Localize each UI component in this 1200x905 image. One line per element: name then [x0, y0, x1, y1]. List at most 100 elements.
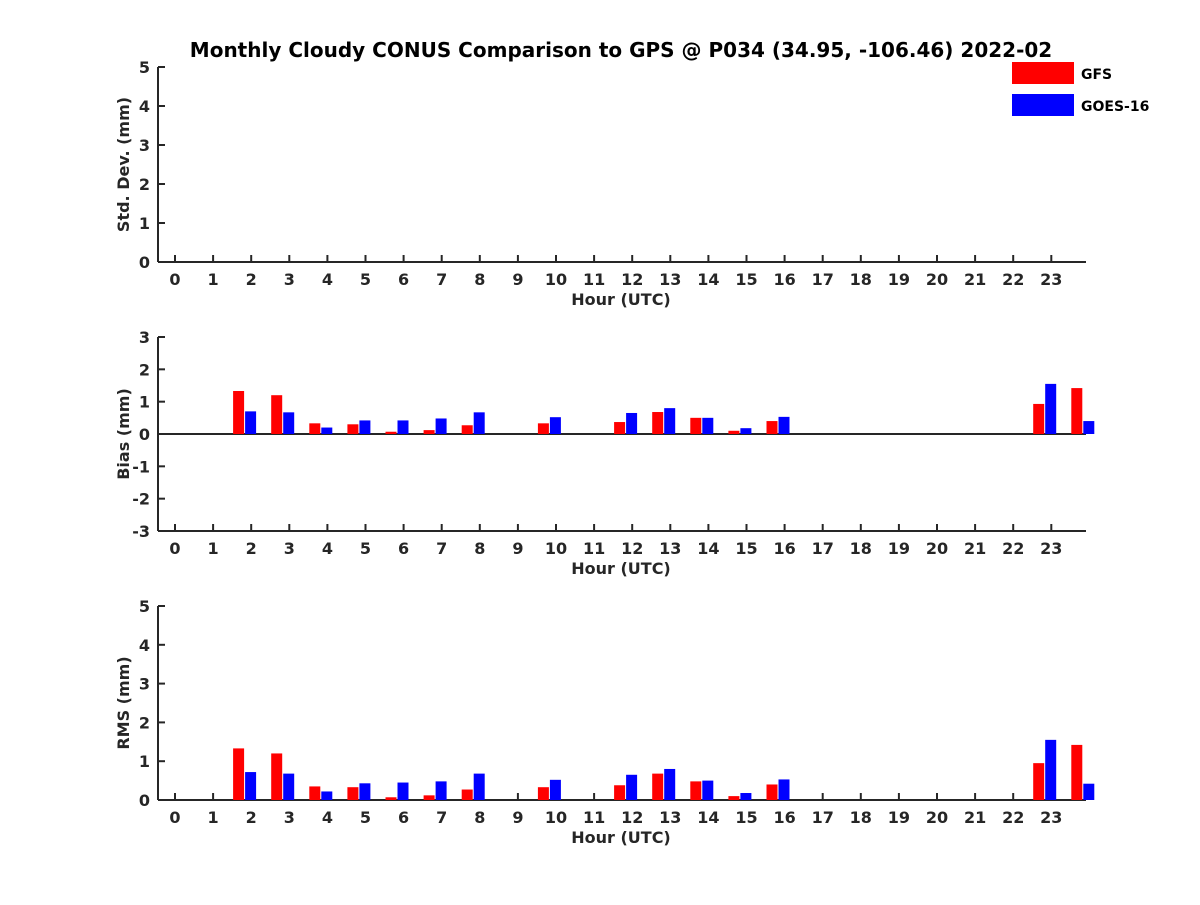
rms-y-tick-label: 4 — [139, 636, 150, 655]
std-dev-x-tick-label: 14 — [697, 270, 719, 289]
legend-swatch-goes16 — [1012, 94, 1074, 116]
bias-x-tick-label: 14 — [697, 539, 719, 558]
bias-x-tick-label: 7 — [436, 539, 447, 558]
bias-x-tick-label: 8 — [474, 539, 485, 558]
rms-x-tick-label: 17 — [812, 808, 834, 827]
rms-x-tick-label: 8 — [474, 808, 485, 827]
bias-y-tick-label: 3 — [139, 328, 150, 347]
rms-x-tick-label: 15 — [735, 808, 757, 827]
std-dev-x-tick-label: 9 — [512, 270, 523, 289]
rms-bar-goes16 — [473, 773, 485, 800]
std-dev-y-tick-label: 4 — [139, 97, 150, 116]
rms-bar-goes16 — [1045, 739, 1057, 800]
bias-x-tick-label: 0 — [169, 539, 180, 558]
legend: GFS GOES-16 — [1012, 62, 1149, 116]
rms-x-tick-label: 2 — [246, 808, 257, 827]
rms-y-tick-label: 2 — [139, 713, 150, 732]
bias-bar-goes16 — [1045, 383, 1057, 434]
std-dev-y-tick-label: 3 — [139, 136, 150, 155]
rms-bar-gfs — [309, 786, 321, 800]
rms-x-tick-label: 21 — [964, 808, 986, 827]
rms-y-tick-label: 3 — [139, 675, 150, 694]
bias-bar-gfs — [652, 412, 664, 434]
std-dev-x-tick-label: 12 — [621, 270, 643, 289]
std-dev-x-tick-label: 19 — [888, 270, 910, 289]
bias-bar-goes16 — [549, 417, 561, 434]
std-dev-x-tick-label: 1 — [208, 270, 219, 289]
bias-x-tick-label: 19 — [888, 539, 910, 558]
bias-bar-gfs — [423, 430, 435, 434]
bias-x-tick-label: 16 — [773, 539, 795, 558]
std-dev-x-tick-label: 17 — [812, 270, 834, 289]
bias-bar-goes16 — [626, 412, 638, 434]
std-dev-x-label: Hour (UTC) — [571, 290, 671, 309]
rms-bar-gfs — [461, 789, 473, 800]
rms-x-tick-label: 10 — [545, 808, 567, 827]
rms-x-tick-label: 1 — [208, 808, 219, 827]
bias-bar-gfs — [309, 423, 321, 434]
std-dev-x-tick-label: 18 — [850, 270, 872, 289]
rms-bar-goes16 — [549, 779, 561, 800]
bias-bar-goes16 — [397, 420, 409, 434]
legend-label-goes16: GOES-16 — [1081, 99, 1149, 115]
rms-x-tick-label: 22 — [1002, 808, 1024, 827]
bias-x-tick-label: 4 — [322, 539, 333, 558]
std-dev-x-tick-label: 20 — [926, 270, 948, 289]
bias-bar-gfs — [1033, 403, 1045, 434]
std-dev-x-tick-label: 4 — [322, 270, 333, 289]
rms-bar-gfs — [385, 797, 397, 800]
bias-bar-goes16 — [435, 418, 447, 434]
rms-bar-goes16 — [626, 774, 638, 800]
std-dev-x-tick-label: 23 — [1040, 270, 1062, 289]
bias-x-tick-label: 9 — [512, 539, 523, 558]
std-dev-x-tick-label: 10 — [545, 270, 567, 289]
bias-bar-gfs — [1071, 388, 1083, 434]
bias-bar-goes16 — [702, 417, 714, 434]
rms-y-tick-label: 1 — [139, 752, 150, 771]
std-dev-x-tick-label: 15 — [735, 270, 757, 289]
bias-x-tick-label: 11 — [583, 539, 605, 558]
rms-x-tick-label: 12 — [621, 808, 643, 827]
rms-bar-gfs — [1071, 744, 1083, 800]
rms-bar-gfs — [614, 785, 626, 800]
bias-bar-goes16 — [664, 408, 676, 434]
bias-x-tick-label: 17 — [812, 539, 834, 558]
bias-bar-goes16 — [245, 411, 257, 434]
rms-bar-gfs — [423, 795, 435, 800]
rms-y-label: RMS (mm) — [114, 656, 133, 749]
rms-x-tick-label: 6 — [398, 808, 409, 827]
std-dev-y-label: Std. Dev. (mm) — [114, 97, 133, 232]
std-dev-y-tick-label: 5 — [139, 58, 150, 77]
bias-bar-gfs — [766, 421, 778, 434]
rms-bar-gfs — [690, 781, 702, 800]
std-dev-x-tick-label: 7 — [436, 270, 447, 289]
rms-bar-goes16 — [359, 783, 371, 800]
bias-bar-gfs — [461, 425, 473, 434]
std-dev-x-tick-label: 13 — [659, 270, 681, 289]
rms-y-tick-label: 0 — [139, 791, 150, 810]
rms-x-tick-label: 0 — [169, 808, 180, 827]
bias-y-tick-label: -1 — [132, 457, 150, 476]
legend-label-gfs: GFS — [1081, 67, 1112, 83]
rms-x-tick-label: 23 — [1040, 808, 1062, 827]
rms-x-tick-label: 19 — [888, 808, 910, 827]
rms-x-tick-label: 4 — [322, 808, 333, 827]
rms-x-tick-label: 5 — [360, 808, 371, 827]
rms-x-tick-label: 18 — [850, 808, 872, 827]
bias-bar-goes16 — [778, 416, 790, 434]
bias-bar-gfs — [728, 430, 740, 434]
rms-bar-goes16 — [778, 779, 790, 800]
std-dev-x-tick-label: 22 — [1002, 270, 1024, 289]
bias-y-tick-label: -3 — [132, 522, 150, 541]
std-dev-x-tick-label: 2 — [246, 270, 257, 289]
bias-bar-goes16 — [321, 427, 333, 434]
bias-x-tick-label: 22 — [1002, 539, 1024, 558]
rms-bar-goes16 — [702, 780, 714, 800]
legend-swatch-gfs — [1012, 62, 1074, 84]
bias-bar-gfs — [614, 422, 626, 434]
bias-bar-goes16 — [359, 420, 371, 434]
rms-bar-goes16 — [321, 791, 333, 800]
